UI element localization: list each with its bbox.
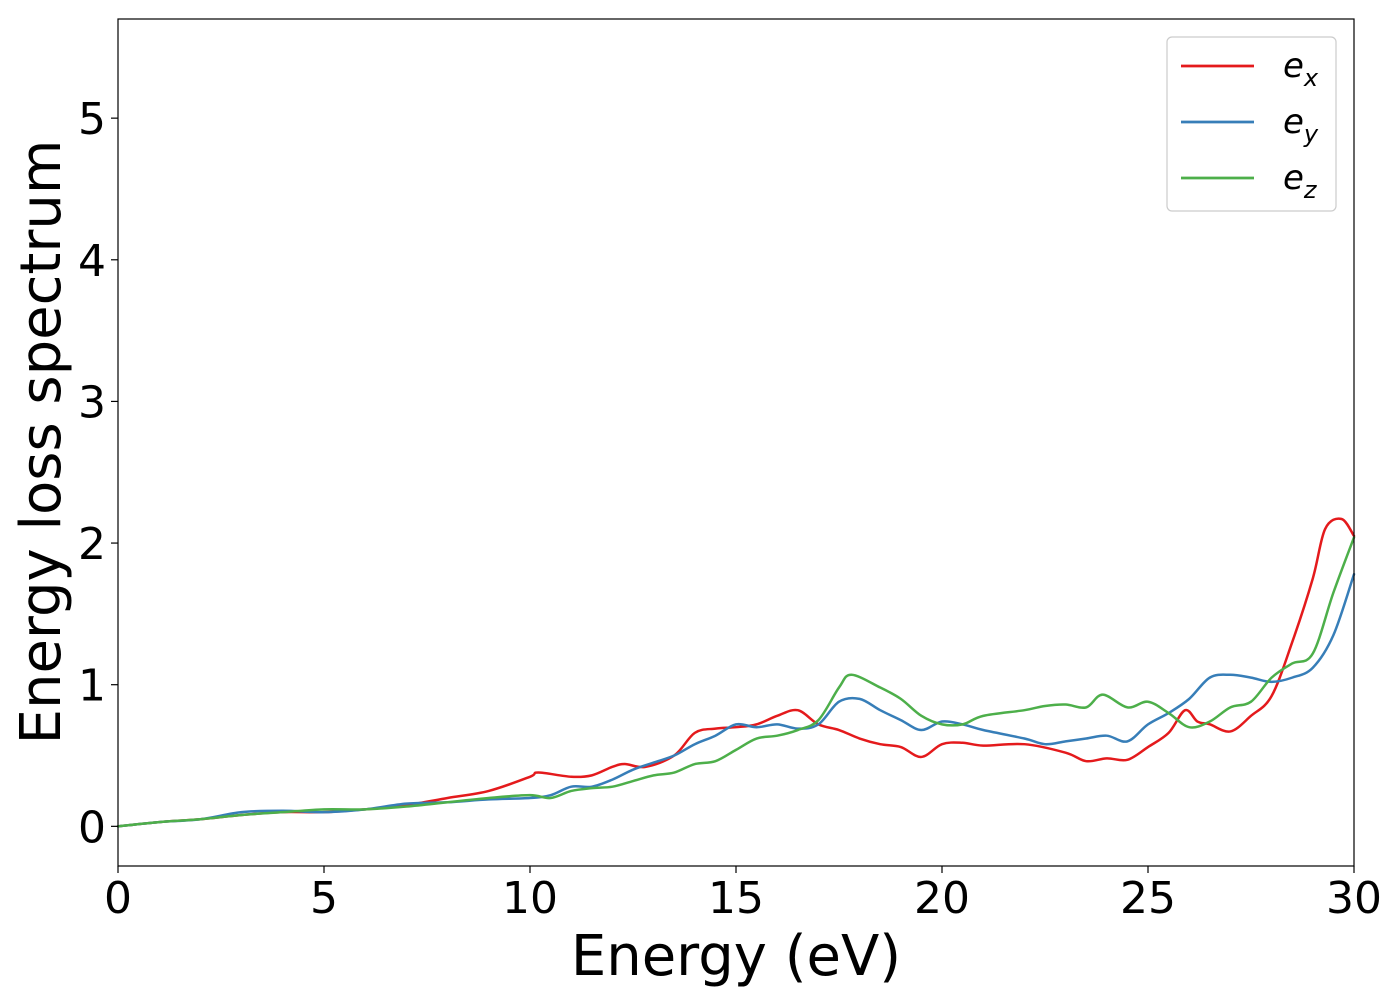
y-tick-label: 2 xyxy=(78,519,106,570)
x-axis: 0 5 10 15 20 25 30 xyxy=(104,866,1382,924)
x-tick-label: 20 xyxy=(914,873,970,924)
x-axis-label: Energy (eV) xyxy=(571,924,901,989)
series-layer xyxy=(116,517,1356,828)
x-tick-label: 0 xyxy=(104,873,132,924)
y-axis: 0 1 2 3 4 5 xyxy=(78,94,118,853)
y-tick-label: 0 xyxy=(78,802,106,853)
y-axis-label: Energy loss spectrum xyxy=(9,140,74,745)
x-tick-label: 30 xyxy=(1326,873,1382,924)
y-tick-label: 4 xyxy=(78,236,106,287)
x-tick-label: 15 xyxy=(708,873,764,924)
legend: ex ey ez xyxy=(1166,36,1337,212)
y-tick-label: 1 xyxy=(78,661,106,712)
x-tick-label: 5 xyxy=(310,873,338,924)
series-line-z xyxy=(116,536,1356,828)
x-tick-label: 25 xyxy=(1120,873,1176,924)
y-tick-label: 3 xyxy=(78,377,106,428)
legend-label-x: ex xyxy=(1283,46,1319,92)
legend-label-z: ez xyxy=(1283,158,1318,204)
y-tick-label: 5 xyxy=(78,94,106,145)
legend-label-y: ey xyxy=(1283,102,1319,148)
legend-box xyxy=(1166,36,1337,212)
x-tick-label: 10 xyxy=(502,873,558,924)
